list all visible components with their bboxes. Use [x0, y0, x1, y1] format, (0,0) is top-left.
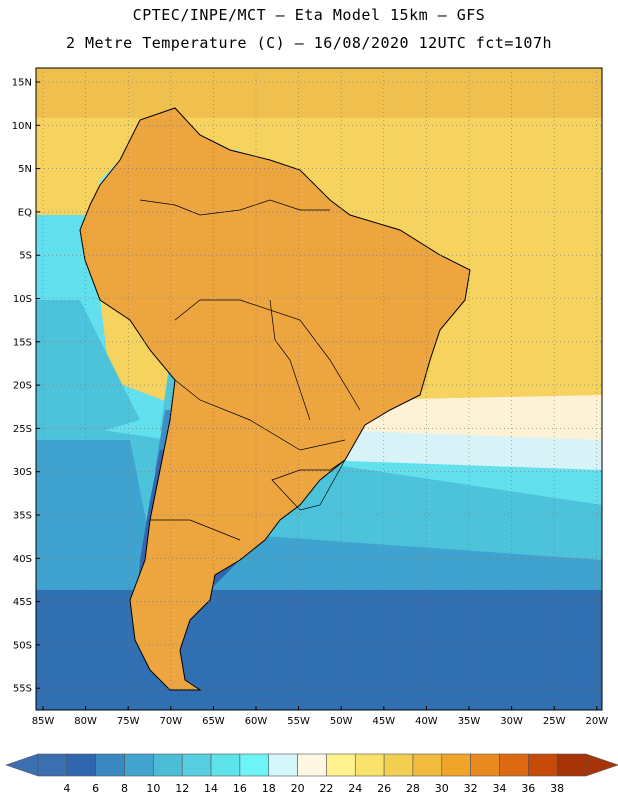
lon-label: 55W: [287, 716, 310, 727]
colorbar-label: 12: [175, 782, 189, 795]
colorbar-label: 18: [262, 782, 276, 795]
colorbar-swatch: [66, 753, 96, 777]
colorbar-label: 38: [550, 782, 564, 795]
ocean-band-deep: [36, 590, 602, 710]
graticule: [36, 68, 602, 710]
colorbar-swatch: [181, 753, 212, 777]
longitude-labels: 85W 80W 75W 70W 65W 60W 55W 50W 45W 40W 35W 30W 25W 2…: [32, 716, 609, 727]
colorbar-swatch: [268, 753, 298, 777]
colorbar-label: 20: [291, 782, 305, 795]
lat-label: 55S: [13, 684, 32, 695]
colorbar-labels: 4 6 8 10 12 14 16 18 20 22 24 26 28 30 32 34 36 38: [63, 782, 564, 795]
colorbar-label: 32: [464, 782, 478, 795]
colorbar-label: 24: [348, 782, 362, 795]
colorbar-swatch: [528, 753, 558, 777]
country-borders: [139, 199, 361, 541]
border-line: [174, 299, 361, 411]
map-title-line2: 2 Metre Temperature (C) – 16/08/2020 12U…: [65, 34, 553, 52]
lat-label: 10N: [12, 121, 32, 132]
colorbar-high-arrow: [585, 753, 618, 777]
colorbar-label: 16: [233, 782, 247, 795]
border-line: [174, 379, 346, 451]
colorbar-label: 10: [146, 782, 160, 795]
colorbar-swatch: [470, 753, 500, 777]
lon-label: 85W: [32, 716, 55, 727]
lat-label: 30S: [13, 467, 32, 478]
ocean-band-pacific-teal: [36, 300, 140, 450]
colorbar-swatch: [326, 753, 356, 777]
colorbar-swatch: [499, 753, 529, 777]
colorbar-label: 30: [435, 782, 449, 795]
colorbar-swatch: [239, 753, 270, 777]
lat-label: 25S: [13, 424, 32, 435]
lon-label: 50W: [330, 716, 353, 727]
border-line: [139, 199, 330, 216]
colorbar-label: 28: [406, 782, 420, 795]
map-title-line1: CPTEC/INPE/MCT – Eta Model 15km – GFS: [132, 6, 486, 24]
lat-label: 45S: [13, 597, 32, 608]
colorbar-swatch: [354, 753, 385, 777]
border-line: [269, 299, 311, 421]
border-line: [271, 459, 346, 511]
lon-label: 60W: [245, 716, 268, 727]
colorbar-swatch: [210, 753, 241, 777]
lat-label: 5S: [19, 251, 32, 262]
colorbar-label: 22: [319, 782, 333, 795]
lat-label: 35S: [13, 511, 32, 522]
lon-label: 30W: [500, 716, 523, 727]
colorbar-swatch: [297, 753, 327, 777]
colorbar-swatch: [556, 753, 587, 777]
lon-label: 20W: [585, 716, 608, 727]
lat-label: 50S: [13, 640, 32, 651]
colorbar-swatch: [153, 753, 183, 777]
lon-label: 45W: [372, 716, 395, 727]
colorbar-swatch: [95, 753, 125, 777]
colorbar-low-arrow: [5, 753, 39, 777]
lon-label: 70W: [159, 716, 182, 727]
lat-label: 40S: [13, 554, 32, 565]
lon-label: 75W: [117, 716, 140, 727]
colorbar-label: 8: [121, 782, 128, 795]
lon-label: 65W: [202, 716, 225, 727]
colorbar-label: 36: [521, 782, 535, 795]
latitude-labels: 15N 10N 5N EQ 5S 10S 15S 20S 25S 30S 35S 40S 45S 50S 5…: [12, 78, 32, 695]
colorbar-label: 4: [63, 782, 70, 795]
colorbar-swatch: [412, 753, 443, 777]
colorbar: [5, 753, 618, 777]
colorbar-swatch: [441, 753, 471, 777]
ocean-band-pacific-mid: [36, 440, 150, 560]
colorbar-label: 26: [377, 782, 391, 795]
colorbar-swatch: [37, 753, 68, 777]
colorbar-label: 14: [204, 782, 218, 795]
lat-label: 10S: [13, 294, 32, 305]
map-frame: [35, 67, 603, 711]
colorbar-swatch: [124, 753, 154, 777]
lon-label: 80W: [74, 716, 97, 727]
lat-label: 15S: [13, 337, 32, 348]
lat-label: 15N: [12, 78, 32, 89]
lon-label: 25W: [543, 716, 566, 727]
colorbar-label: 34: [492, 782, 506, 795]
lat-label: 20S: [13, 381, 32, 392]
lat-label: EQ: [18, 207, 32, 218]
ocean-band-equatorial-hot: [36, 68, 602, 118]
border-line: [150, 519, 241, 541]
colorbar-label: 6: [92, 782, 99, 795]
colorbar-swatch: [383, 753, 414, 777]
lon-label: 35W: [458, 716, 481, 727]
lon-label: 40W: [415, 716, 438, 727]
lat-label: 5N: [18, 164, 32, 175]
